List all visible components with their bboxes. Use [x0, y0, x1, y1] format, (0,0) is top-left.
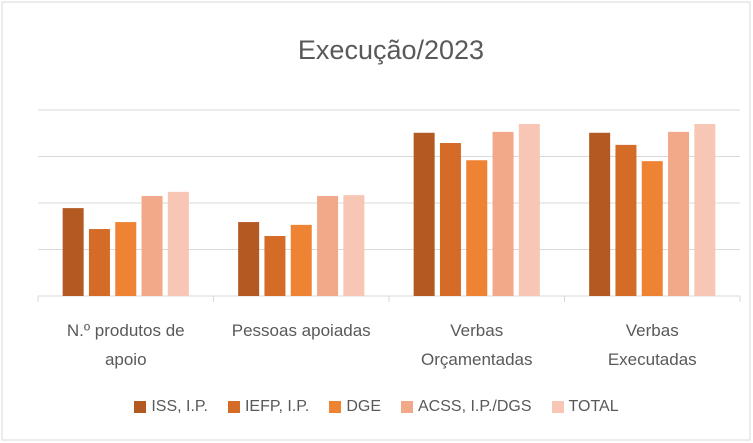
legend-swatch	[227, 401, 240, 413]
chart-title: Execução/2023	[298, 35, 484, 65]
bar	[264, 236, 286, 296]
x-tick-label: Verbas Orçamentadas	[421, 321, 533, 369]
bar	[88, 229, 110, 296]
bar	[466, 160, 488, 296]
legend-item: DGE	[329, 398, 381, 416]
bar	[694, 123, 716, 296]
bar	[317, 196, 339, 296]
bar	[492, 131, 514, 296]
bar	[439, 143, 461, 296]
legend-swatch	[401, 401, 413, 413]
bar	[668, 131, 690, 296]
bar	[413, 132, 435, 296]
legend-swatch	[551, 401, 564, 413]
bar	[615, 144, 637, 296]
bar	[141, 196, 163, 296]
legend-label: TOTAL	[568, 398, 619, 415]
legend-item: TOTAL	[551, 398, 619, 416]
bar	[589, 132, 611, 296]
bar	[641, 161, 663, 296]
legend-label: IEFP, I.P.	[244, 398, 310, 415]
legend-swatch	[134, 401, 147, 413]
bar	[238, 222, 260, 296]
x-tick-label: Pessoas apoiadas	[231, 321, 371, 340]
bar	[167, 191, 189, 296]
legend-item: ACSS, I.P./DGS	[401, 398, 532, 416]
bar	[343, 195, 365, 296]
legend: ISS, I.P. IEFP, I.P. DGE ACSS, I.P./DGS TOTA…	[0, 398, 753, 416]
x-tick-label: Verbas Executadas	[607, 321, 697, 369]
legend-label: ISS, I.P.	[151, 398, 208, 415]
bar	[290, 224, 312, 296]
legend-swatch	[329, 401, 342, 413]
legend-item: IEFP, I.P.	[227, 398, 310, 416]
legend-label: ACSS, I.P./DGS	[418, 398, 532, 415]
bar	[62, 208, 84, 296]
legend-item: ISS, I.P.	[134, 398, 208, 416]
x-tick-label: N.º produtos de apoio	[66, 321, 185, 369]
bar	[115, 222, 137, 296]
legend-label: DGE	[346, 398, 381, 415]
bar	[518, 123, 540, 296]
